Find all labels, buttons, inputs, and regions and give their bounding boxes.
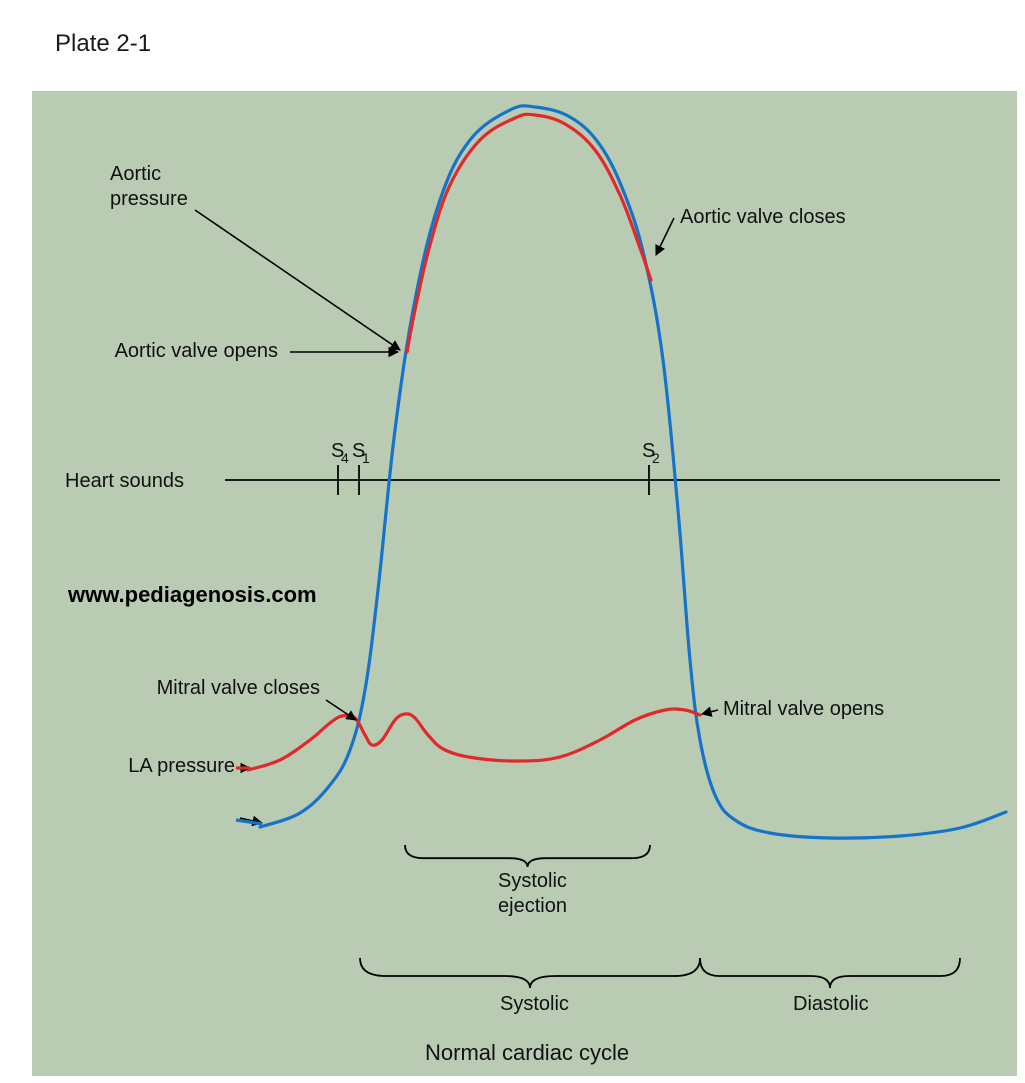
- svg-text:Aortic valve closes: Aortic valve closes: [680, 206, 846, 228]
- svg-text:1: 1: [362, 450, 370, 466]
- svg-text:Heart sounds: Heart sounds: [65, 470, 184, 492]
- svg-text:Mitral valve closes: Mitral valve closes: [157, 677, 320, 699]
- watermark-text: www.pediagenosis.com: [68, 582, 317, 608]
- svg-text:LA pressure: LA pressure: [128, 755, 235, 777]
- diagram-svg: S4S1S2Heart soundsAorticpressureAortic v…: [0, 0, 1025, 1083]
- svg-text:Aortic valve opens: Aortic valve opens: [115, 340, 278, 362]
- page-root: Plate 2-1 S4S1S2Heart soundsAorticpressu…: [0, 0, 1025, 1083]
- svg-text:pressure: pressure: [110, 188, 188, 210]
- svg-text:ejection: ejection: [498, 895, 567, 917]
- svg-text:Diastolic: Diastolic: [793, 993, 869, 1015]
- svg-text:Normal cardiac cycle: Normal cardiac cycle: [425, 1040, 629, 1065]
- svg-text:Mitral valve opens: Mitral valve opens: [723, 698, 884, 720]
- svg-text:Aortic: Aortic: [110, 163, 161, 185]
- svg-text:2: 2: [652, 450, 660, 466]
- svg-text:Systolic: Systolic: [498, 870, 567, 892]
- svg-text:4: 4: [341, 450, 349, 466]
- svg-text:Systolic: Systolic: [500, 993, 569, 1015]
